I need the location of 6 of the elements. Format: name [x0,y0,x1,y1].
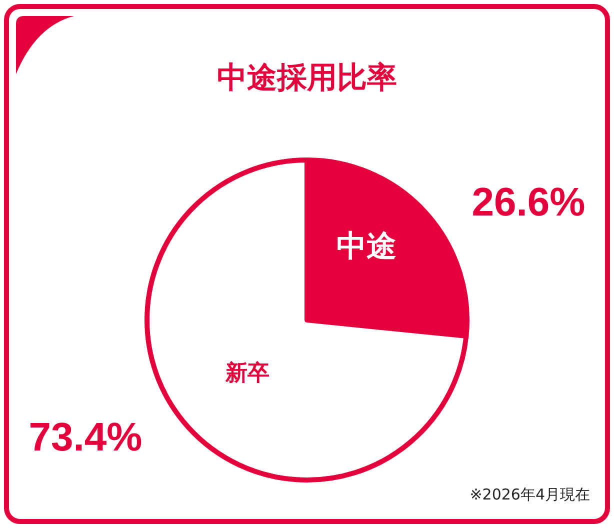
text: ※2026年4月現在 [470,486,590,504]
data-label: 26.6% [472,180,586,225]
slice-label: 中途 [336,228,396,264]
data-label: 73.4% [28,415,142,460]
chart-title: 中途採用比率 [217,60,397,96]
slice-label: 新卒 [224,360,270,386]
